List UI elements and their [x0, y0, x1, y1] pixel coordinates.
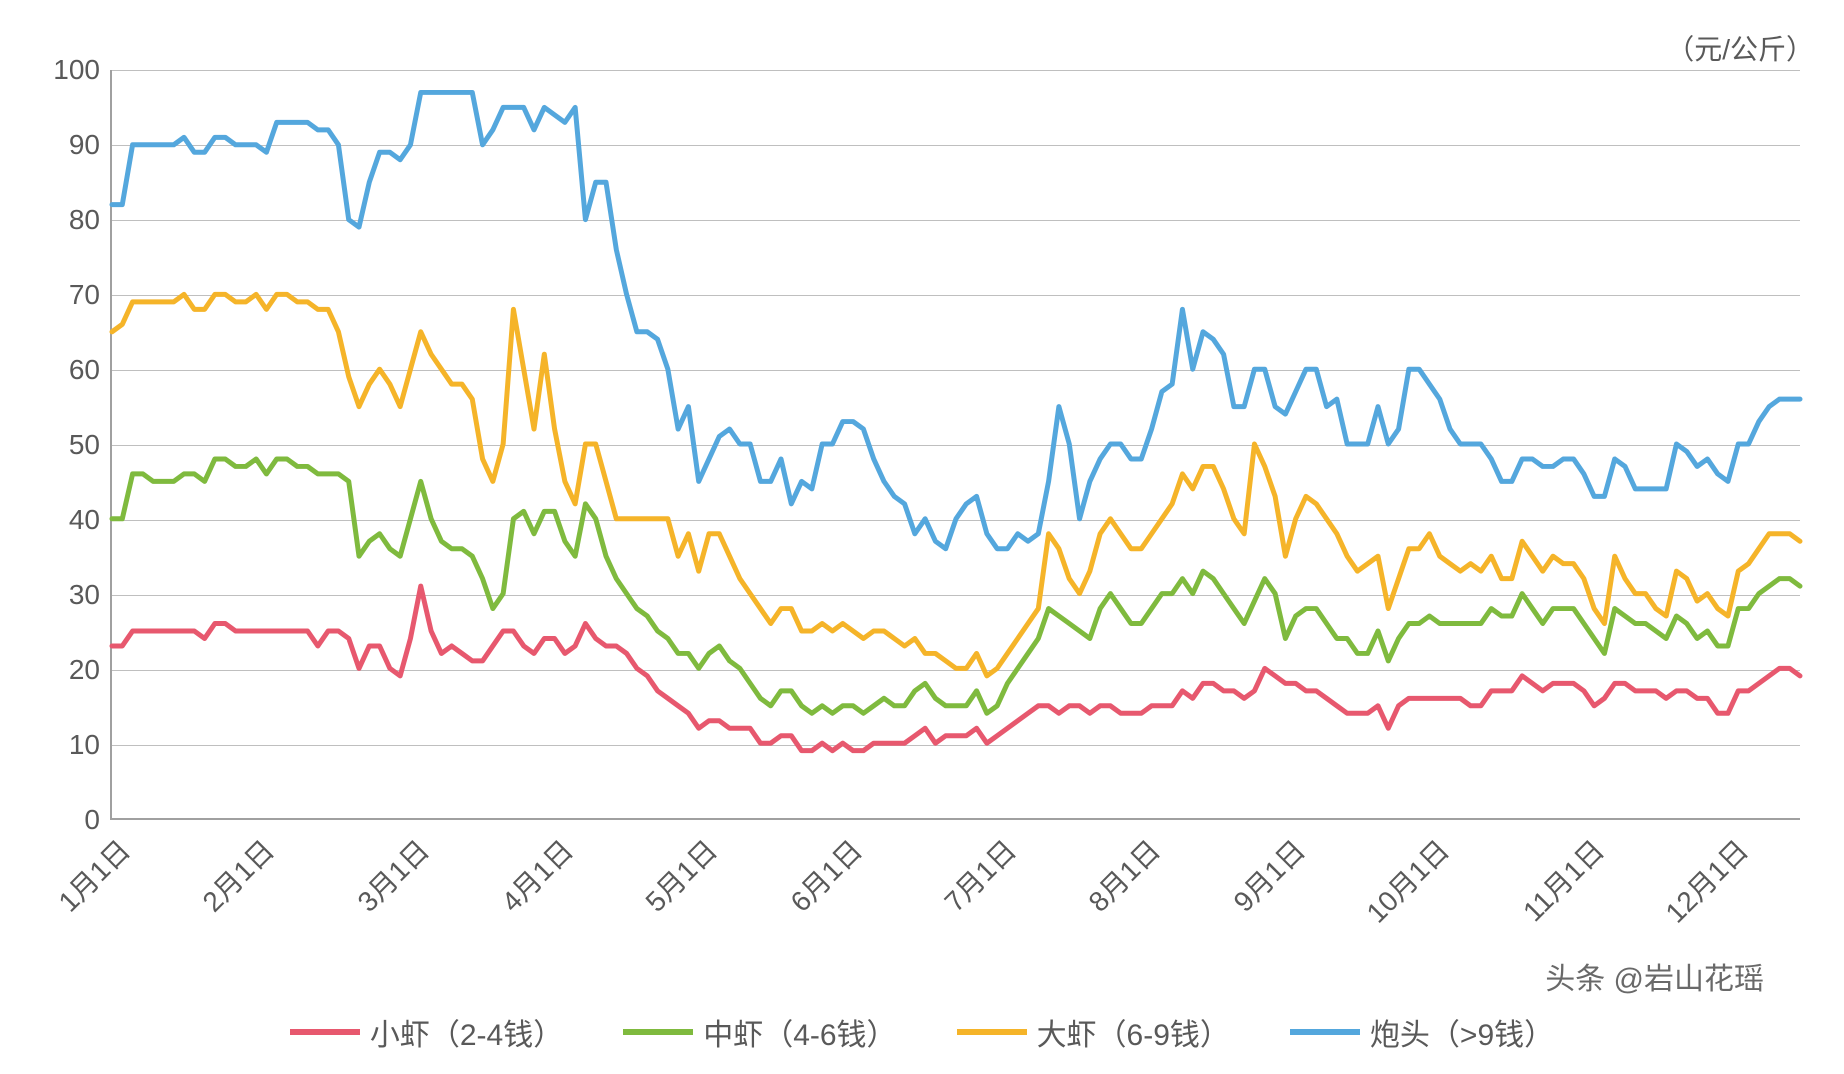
x-tick-label: 2月1日: [193, 830, 283, 920]
x-tick-label: 10月1日: [1356, 830, 1457, 931]
y-tick-label: 90: [20, 129, 100, 161]
y-tick-label: 100: [20, 54, 100, 86]
y-tick-label: 10: [20, 729, 100, 761]
x-tick-label: 1月1日: [48, 830, 138, 920]
series-line: [112, 459, 1800, 713]
legend-item: 小虾（2-4钱）: [290, 1010, 563, 1054]
price-line-chart: （元/公斤） 0 10 20 30 40 50 60 70 80 90 100 1月1日 2月1日 3月…: [20, 20, 1824, 1054]
x-tick-label: 4月1日: [491, 830, 581, 920]
y-tick-label: 60: [20, 354, 100, 386]
x-tick-label: 11月1日: [1512, 830, 1611, 929]
x-tick-label: 5月1日: [636, 830, 726, 920]
legend-label: 大虾（6-9钱）: [1037, 1010, 1230, 1054]
line-series-svg: [112, 70, 1800, 818]
legend: 小虾（2-4钱） 中虾（4-6钱） 大虾（6-9钱） 炮头（>9钱）: [20, 1010, 1824, 1054]
legend-item: 大虾（6-9钱）: [957, 1010, 1230, 1054]
x-tick-label: 8月1日: [1079, 830, 1169, 920]
legend-label: 中虾（4-6钱）: [703, 1010, 896, 1054]
legend-swatch: [623, 1029, 693, 1035]
x-tick-label: 12月1日: [1655, 830, 1756, 931]
y-tick-label: 30: [20, 579, 100, 611]
x-tick-label: 9月1日: [1223, 830, 1313, 920]
plot-area: [110, 70, 1800, 820]
x-tick-label: 7月1日: [935, 830, 1025, 920]
y-tick-label: 70: [20, 279, 100, 311]
legend-label: 炮头（>9钱）: [1370, 1010, 1554, 1054]
legend-swatch: [1290, 1029, 1360, 1035]
series-line: [112, 92, 1800, 548]
legend-swatch: [290, 1029, 360, 1035]
y-tick-label: 40: [20, 504, 100, 536]
y-tick-label: 0: [20, 804, 100, 836]
x-tick-label: 3月1日: [347, 830, 437, 920]
legend-item: 中虾（4-6钱）: [623, 1010, 896, 1054]
legend-item: 炮头（>9钱）: [1290, 1010, 1554, 1054]
legend-label: 小虾（2-4钱）: [370, 1010, 563, 1054]
watermark-text: 头条 @岩山花瑶: [1545, 954, 1764, 998]
legend-swatch: [957, 1029, 1027, 1035]
y-tick-label: 50: [20, 429, 100, 461]
x-tick-label: 6月1日: [780, 830, 870, 920]
y-axis-unit: （元/公斤）: [1666, 28, 1814, 68]
y-tick-label: 80: [20, 204, 100, 236]
y-tick-label: 20: [20, 654, 100, 686]
